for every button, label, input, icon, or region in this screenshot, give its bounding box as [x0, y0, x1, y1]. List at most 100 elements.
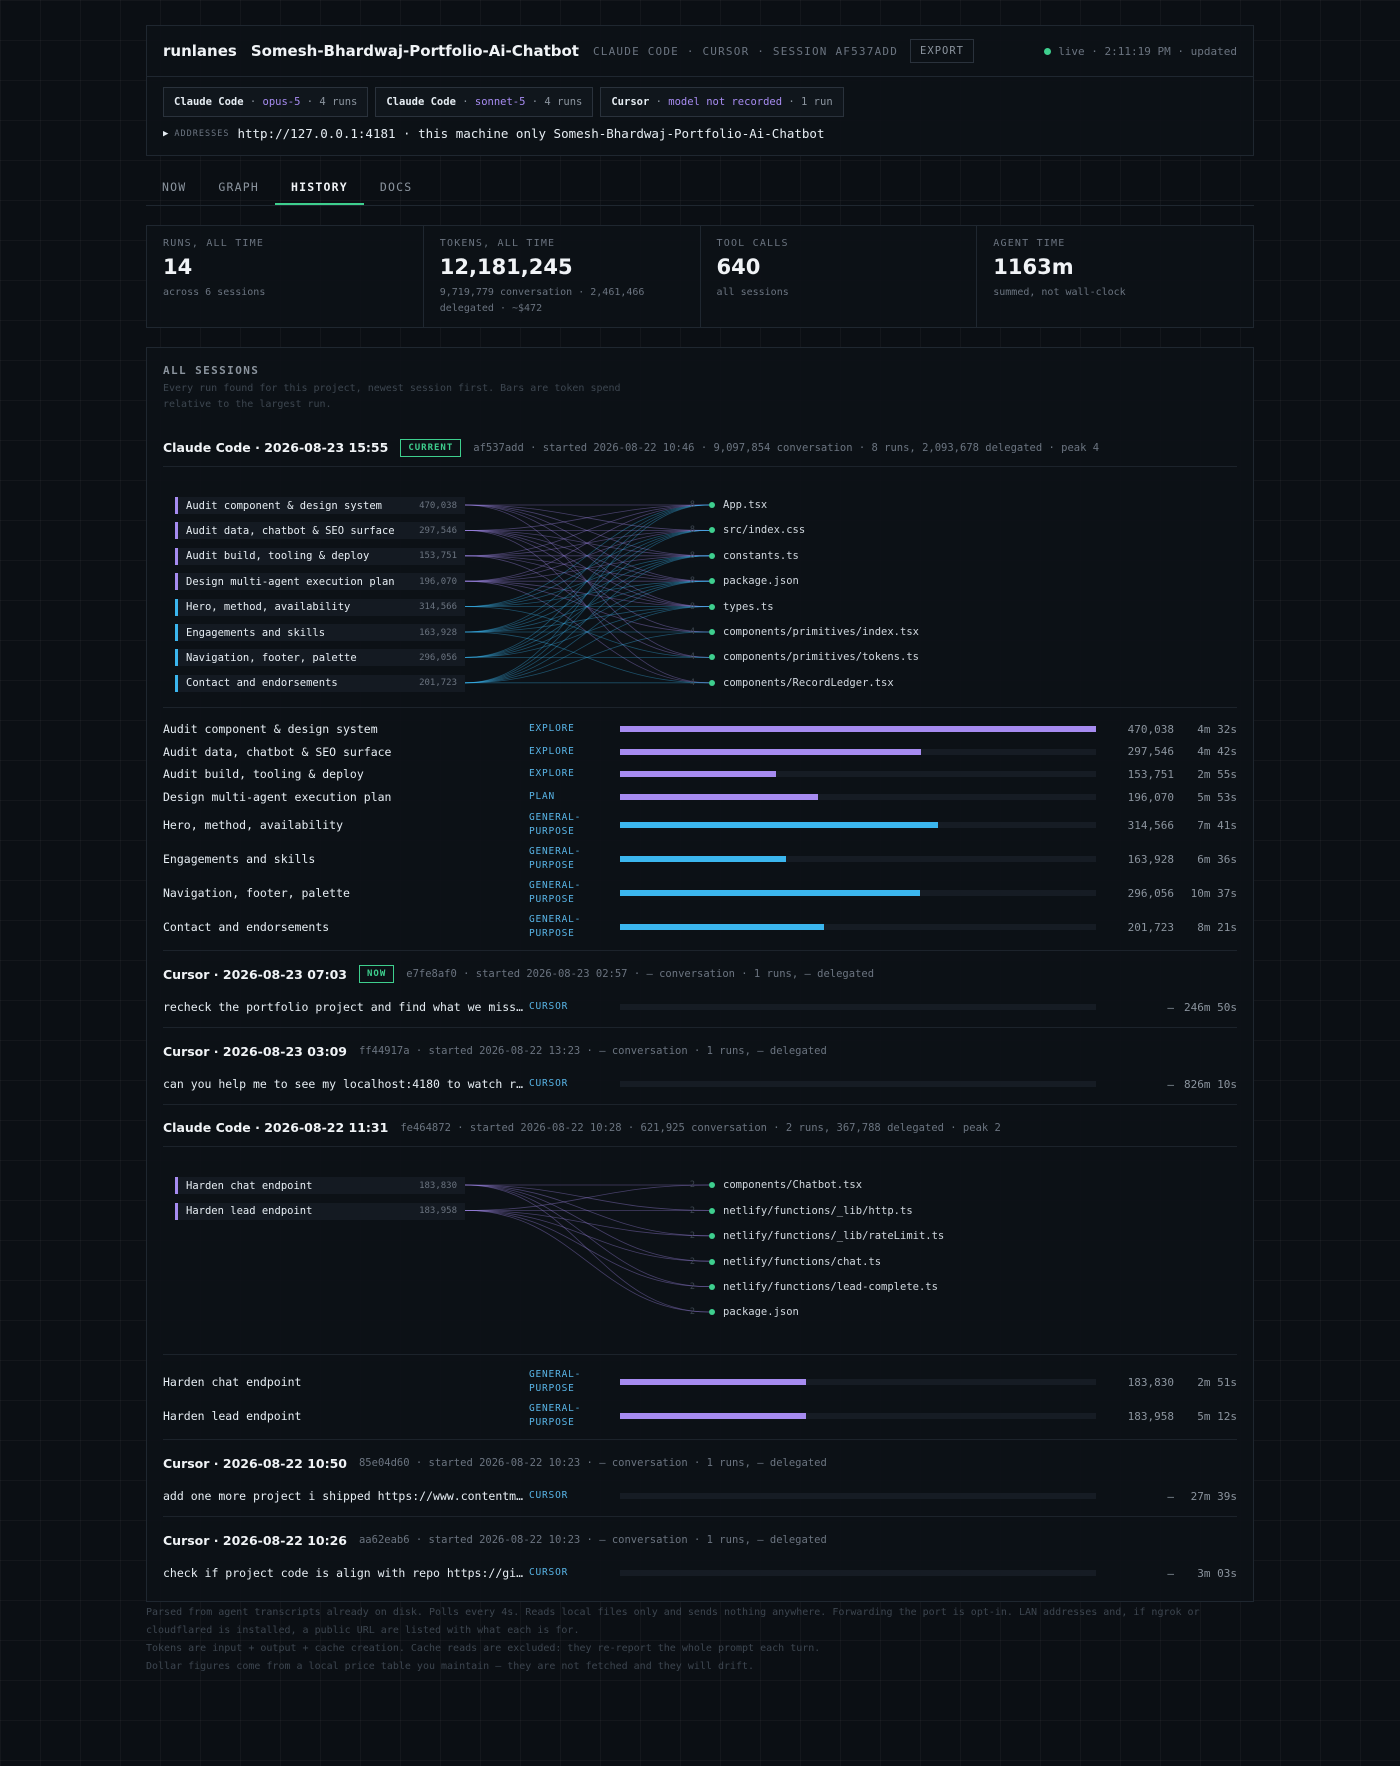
file-node-count: 8	[689, 500, 695, 510]
task-node[interactable]: Contact and endorsements 201,723	[175, 674, 465, 692]
run-row[interactable]: Harden chat endpoint GENERAL-PURPOSE 183,8…	[163, 1365, 1237, 1399]
run-row[interactable]: Contact and endorsements GENERAL-PURPOSE 2…	[163, 910, 1237, 944]
file-node[interactable]: 2 netlify/functions/_lib/http.ts	[690, 1204, 913, 1218]
run-name: Engagements and skills	[163, 852, 316, 867]
chip-sep: ·	[455, 96, 475, 108]
task-node-tokens: 470,038	[419, 500, 457, 511]
graph-edge	[464, 580, 710, 633]
run-row[interactable]: Harden lead endpoint GENERAL-PURPOSE 183,9…	[163, 1399, 1237, 1433]
run-row[interactable]: recheck the portfolio project and find w…	[163, 993, 1237, 1021]
tab-graph[interactable]: GRAPH	[218, 180, 259, 194]
run-row[interactable]: check if project code is align with repo…	[163, 1559, 1237, 1587]
token-bar-track	[620, 924, 1096, 931]
run-row[interactable]: Engagements and skills GENERAL-PURPOSE 163…	[163, 842, 1237, 876]
file-node-count: 8	[689, 550, 695, 561]
header-panel: runlanes Somesh-Bhardwaj-Portfolio-Ai-Ch…	[146, 25, 1254, 156]
graph-edge	[464, 530, 710, 582]
stat-value: 640	[716, 255, 761, 279]
session-meta: fe464872 · started 2026-08-22 10:28 · 62…	[400, 1121, 1001, 1134]
expand-triangle-icon[interactable]: ▶	[163, 128, 169, 139]
file-node[interactable]: 4 components/primitives/index.tsx	[690, 625, 919, 639]
graph-edge	[464, 504, 710, 531]
file-node[interactable]: 2 netlify/functions/lead-complete.ts	[690, 1280, 938, 1294]
stat-sub: 9,719,779 conversation · 2,461,466 deleg…	[439, 287, 645, 314]
run-row[interactable]: Audit build, tooling & deploy EXPLORE 153,…	[163, 763, 1237, 786]
footer-note: Parsed from agent transcripts already on…	[146, 1607, 1200, 1636]
file-node-name: netlify/functions/_lib/http.ts	[723, 1204, 913, 1217]
tab-history[interactable]: HISTORY	[275, 170, 364, 205]
run-row[interactable]: Audit component & design system EXPLORE 47…	[163, 718, 1237, 741]
token-bar-track	[620, 890, 1096, 897]
run-row[interactable]: Design multi-agent execution plan PLAN 196…	[163, 786, 1237, 809]
run-row[interactable]: Navigation, footer, palette GENERAL-PURPO…	[163, 876, 1237, 910]
file-dot-icon	[709, 1309, 715, 1316]
run-kind: GENERAL-PURPOSE	[529, 914, 582, 940]
token-bar-track	[620, 1493, 1096, 1500]
token-bar-fill	[620, 794, 819, 801]
tab-now[interactable]: NOW	[162, 180, 187, 194]
graph-edge	[464, 504, 710, 658]
file-node-count: 2	[689, 1180, 695, 1191]
session-header[interactable]: Cursor · 2026-08-23 03:09 ff44917a · star…	[163, 1032, 1237, 1070]
session-block: Cursor · 2026-08-22 10:50 85e04d60 · star…	[163, 1439, 1237, 1516]
graph-edge	[464, 1184, 710, 1313]
file-dot-icon	[709, 502, 715, 508]
run-time: 7m 41s	[1197, 818, 1237, 832]
model-chip[interactable]: Claude Code · sonnet-5 · 4 runs	[375, 87, 594, 117]
token-bar-fill	[620, 1413, 807, 1420]
session-header[interactable]: Claude Code · 2026-08-22 11:31 fe464872 ·…	[163, 1109, 1237, 1148]
file-node-count: 2	[689, 1205, 695, 1216]
file-node[interactable]: 4 components/primitives/tokens.ts	[690, 650, 919, 664]
file-node[interactable]: 8 src/index.css	[690, 523, 806, 537]
tab-docs[interactable]: DOCS	[379, 180, 413, 194]
session-header[interactable]: Claude Code · 2026-08-23 15:55 CURRENT af5…	[163, 429, 1237, 467]
session-header[interactable]: Cursor · 2026-08-23 07:03 NOW e7fe8af0 · s…	[163, 955, 1237, 993]
run-tokens: 183,830	[1127, 1375, 1174, 1389]
task-node-tokens: 196,070	[419, 576, 457, 587]
model-chip[interactable]: Claude Code · opus-5 · 4 runs	[163, 87, 369, 117]
task-node[interactable]: Audit build, tooling & deploy 153,751	[175, 547, 465, 565]
session-title: Cursor · 2026-08-23 03:09	[163, 1043, 347, 1059]
file-node[interactable]: 8 package.json	[690, 574, 799, 588]
run-tokens: —	[1167, 1489, 1174, 1503]
file-node-name: src/index.css	[723, 524, 806, 537]
task-node-name: Hero, method, availability	[186, 601, 351, 614]
chip-sep: ·	[782, 96, 802, 108]
addresses-row[interactable]: ▶ ADDRESSES http://127.0.0.1:4181 · this…	[147, 117, 1253, 155]
task-node[interactable]: Harden chat endpoint 183,830	[175, 1177, 465, 1195]
task-node[interactable]: Engagements and skills 163,928	[175, 624, 465, 641]
session-header[interactable]: Cursor · 2026-08-22 10:50 85e04d60 · star…	[163, 1444, 1237, 1482]
token-bar-track	[620, 822, 1096, 829]
file-node[interactable]: 8 App.tsx	[690, 498, 767, 512]
session-header[interactable]: Cursor · 2026-08-22 10:26 aa62eab6 · star…	[163, 1521, 1237, 1559]
file-node[interactable]: 2 components/Chatbot.tsx	[690, 1178, 862, 1192]
run-time: 27m 39s	[1190, 1489, 1237, 1503]
live-status: live · 2:11:19 PM · updated	[1044, 45, 1237, 58]
task-node[interactable]: Design multi-agent execution plan 196,070	[175, 573, 465, 591]
file-dot-icon	[709, 654, 715, 661]
export-button[interactable]: EXPORT	[910, 39, 974, 63]
task-node[interactable]: Harden lead endpoint 183,958	[175, 1202, 465, 1220]
run-row[interactable]: Audit data, chatbot & SEO surface EXPLORE…	[163, 741, 1237, 764]
graph-edge	[464, 555, 710, 658]
file-node[interactable]: 4 components/RecordLedger.tsx	[690, 676, 894, 690]
task-node[interactable]: Navigation, footer, palette 296,056	[175, 649, 465, 667]
run-row[interactable]: add one more project i shipped https://w…	[163, 1482, 1237, 1510]
file-node[interactable]: 8 types.ts	[690, 600, 774, 614]
task-node[interactable]: Audit data, chatbot & SEO surface 297,546	[175, 522, 465, 540]
stat-card: RUNS, ALL TIME 14 across 6 sessions	[147, 226, 424, 327]
run-time: 246m 50s	[1184, 1000, 1237, 1014]
file-node[interactable]: 8 constants.ts	[690, 549, 799, 563]
file-node[interactable]: 2 netlify/functions/chat.ts	[690, 1255, 881, 1269]
model-chip[interactable]: Cursor · model not recorded · 1 run	[600, 87, 844, 117]
run-row[interactable]: Hero, method, availability GENERAL-PURPOS…	[163, 808, 1237, 842]
file-node-count: 2	[689, 1281, 695, 1292]
file-node[interactable]: 2 netlify/functions/_lib/rateLimit.ts	[690, 1229, 944, 1243]
file-node[interactable]: 2 package.json	[690, 1305, 799, 1319]
task-node[interactable]: Audit component & design system 470,038	[175, 497, 465, 514]
stat-value: 14	[163, 255, 193, 279]
run-tokens: 153,751	[1127, 767, 1174, 781]
run-row[interactable]: can you help me to see my localhost:4180…	[163, 1070, 1237, 1098]
task-node-tokens: 296,056	[419, 652, 457, 663]
task-node[interactable]: Hero, method, availability 314,566	[175, 598, 465, 616]
